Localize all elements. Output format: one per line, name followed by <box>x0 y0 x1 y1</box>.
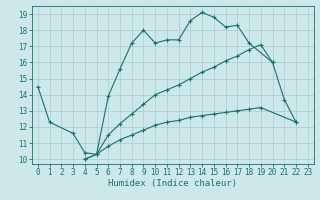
X-axis label: Humidex (Indice chaleur): Humidex (Indice chaleur) <box>108 179 237 188</box>
